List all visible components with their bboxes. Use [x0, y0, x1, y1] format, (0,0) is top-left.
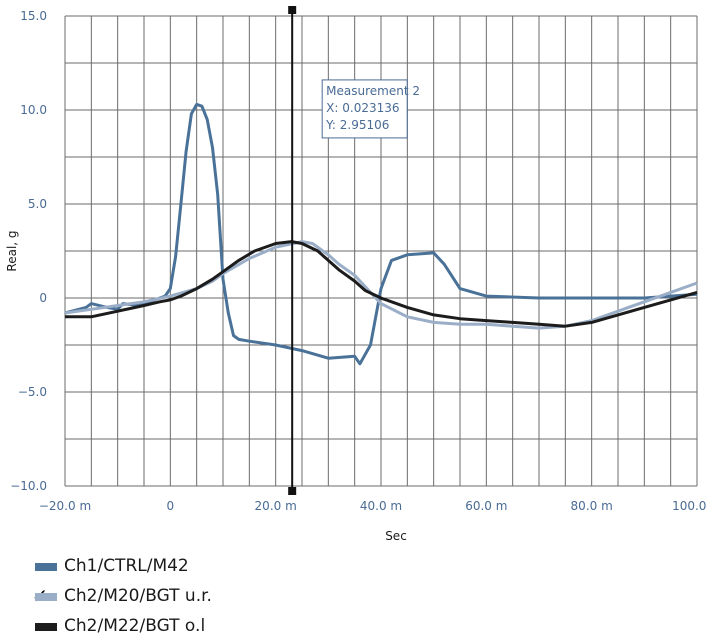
- legend-label: Ch1/CTRL/M42: [64, 556, 189, 576]
- annotation-title: Measurement 2: [326, 84, 420, 98]
- legend-swatch: [35, 563, 57, 571]
- chart-svg: 15.0 10.0 5.0 0 −5.0 −10.0 −20.0 m 0 20.0 m 40.0 …: [5, 6, 707, 543]
- annotation-box: [321, 79, 408, 139]
- x-tick-label: 80.0 m: [571, 499, 613, 513]
- y-tick-label: −10.0: [10, 479, 47, 493]
- legend-label: Ch2/M20/BGT u.r.: [64, 586, 212, 606]
- legend-swatch: [35, 593, 57, 601]
- y-tick-label: 5.0: [28, 197, 47, 211]
- x-tick-label: 100.0 m: [672, 499, 707, 513]
- y-axis-label: Real, g: [5, 230, 19, 271]
- y-tick-label: −5.0: [18, 385, 47, 399]
- legend-label: Ch2/M22/BGT o.l: [64, 616, 206, 636]
- cursor-handle-bottom: [288, 487, 297, 495]
- annotation-x: X: 0.023136: [326, 101, 399, 115]
- legend-swatch: [35, 623, 57, 631]
- series-line-2: [65, 240, 698, 328]
- y-tick-label: 15.0: [20, 9, 47, 23]
- x-tick-label: 20.0 m: [255, 499, 297, 513]
- y-tick-label: 10.0: [20, 103, 47, 117]
- y-tick-label: 0: [39, 291, 47, 305]
- annotation-y: Y: 2.95106: [325, 118, 389, 132]
- chart: 15.0 10.0 5.0 0 −5.0 −10.0 −20.0 m 0 20.0 m 40.0 …: [5, 6, 707, 543]
- x-tick-label: 0: [167, 499, 175, 513]
- x-tick-label: 60.0 m: [465, 499, 507, 513]
- cursor-handle-top: [288, 6, 297, 14]
- x-tick-label: −20.0 m: [39, 499, 91, 513]
- x-tick-label: 40.0 m: [360, 499, 402, 513]
- x-axis-label: Sec: [385, 529, 407, 540]
